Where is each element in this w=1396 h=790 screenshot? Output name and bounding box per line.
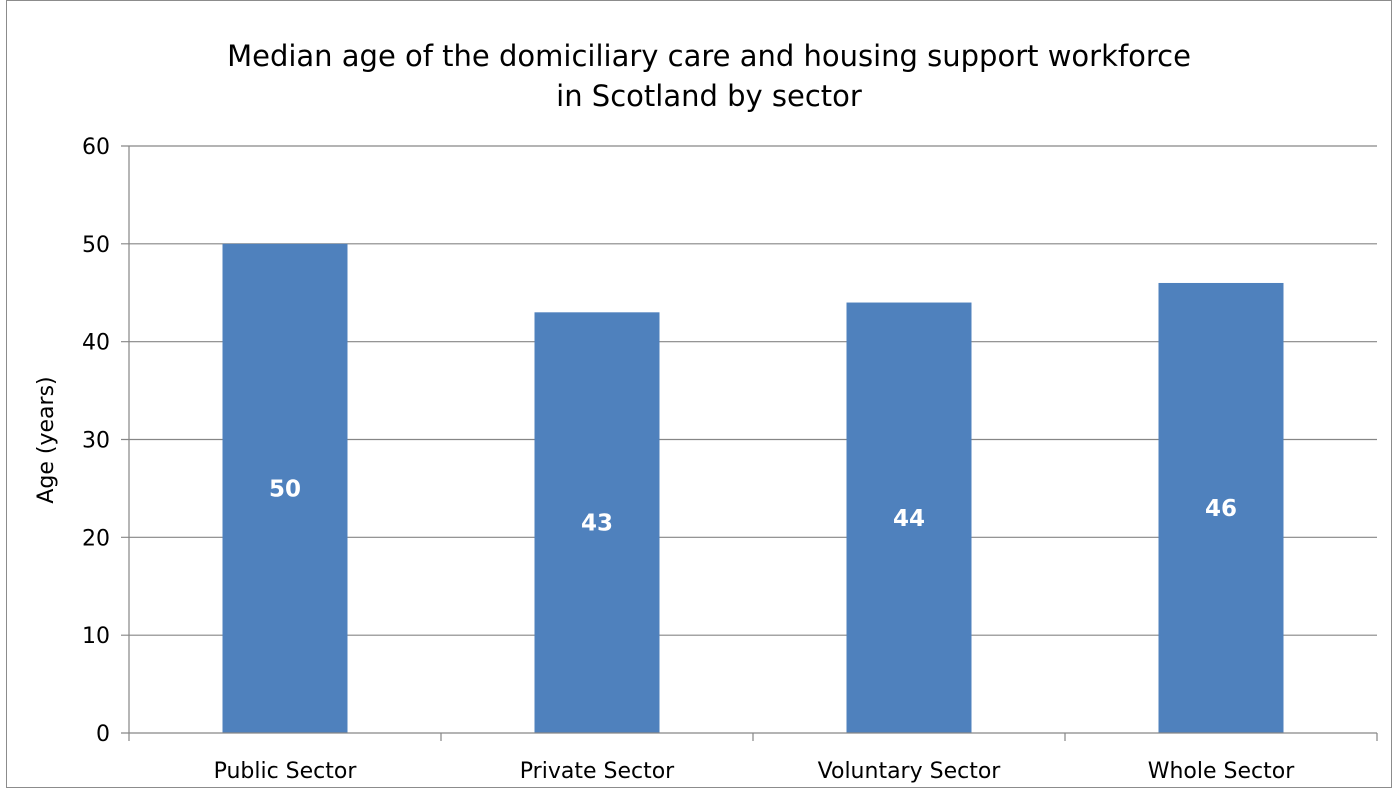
data-label: 44 [893, 506, 925, 532]
bars [222, 243, 1284, 734]
y-tick-label: 60 [82, 135, 110, 160]
data-label: 50 [269, 476, 301, 502]
chart-title-line-1: Median age of the domiciliary care and h… [227, 39, 1191, 73]
data-label: 43 [581, 511, 613, 537]
y-tick-label: 40 [82, 331, 110, 356]
y-tick-label: 10 [82, 624, 110, 649]
bar [222, 243, 348, 734]
y-tick-label: 20 [82, 526, 110, 551]
x-tick-label: Public Sector [214, 759, 358, 784]
x-tick-label: Private Sector [520, 759, 675, 784]
chart-title-line-2: in Scotland by sector [556, 79, 862, 113]
data-labels: 50 43 44 46 [269, 476, 1237, 536]
y-axis-ticks: 0 10 20 30 40 50 60 [82, 135, 110, 747]
bar [1158, 282, 1284, 733]
y-axis-title: Age (years) [34, 376, 59, 503]
data-label: 46 [1205, 496, 1237, 522]
bar [534, 312, 660, 733]
y-tick-label: 50 [82, 233, 110, 258]
x-axis [121, 146, 1378, 741]
y-tick-label: 0 [96, 722, 110, 747]
x-tick-label: Voluntary Sector [818, 759, 1002, 784]
chart-title: Median age of the domiciliary care and h… [227, 39, 1191, 113]
x-axis-ticks: Public Sector Private Sector Voluntary Sec… [214, 759, 1296, 784]
x-tick-label: Whole Sector [1148, 759, 1295, 784]
bar [846, 302, 972, 733]
y-tick-label: 30 [82, 429, 110, 454]
